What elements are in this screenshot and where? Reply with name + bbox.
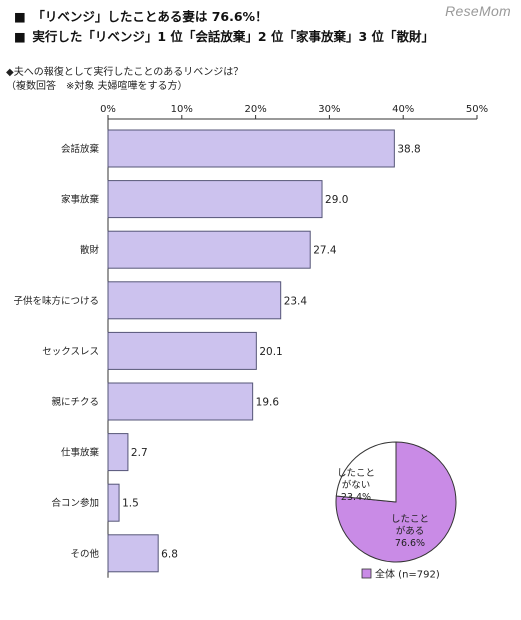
bar [107,331,257,370]
question-text: ◆夫への報復として実行したことのあるリベンジは？ [6,67,244,78]
x-tick-label: 20% [244,104,266,115]
bar [107,230,311,269]
category-label: 親にチクる [51,396,99,408]
value-label: 23.4 [284,295,308,307]
value-label: 6.8 [161,548,178,560]
bar [107,483,120,522]
category-label: セックスレス [42,346,99,357]
headline-1: ■ 「リベンジ」したことある妻は 76.6%！ [14,6,268,25]
resemom-logo: ReseMom [445,3,511,19]
value-label: 27.4 [313,245,337,257]
value-label: 20.1 [259,346,282,358]
category-label: その他 [70,548,99,560]
category-label: 家事放棄 [61,194,100,206]
headline-2-text: 実行した「リベンジ」1 位「会話放棄」2 位「家事放棄」3 位「散財」 [32,29,435,44]
pie-slice-label: 76.6% [395,538,425,549]
pie-slice [335,441,457,563]
category-label: 仕事放棄 [61,447,100,459]
bar [107,180,323,219]
value-label: 29.0 [325,194,348,206]
value-label: 38.8 [397,144,420,156]
value-label: 19.6 [256,397,280,409]
legend-swatch [361,568,372,579]
bar [107,382,254,421]
pie-slice-label: したこと [337,468,375,479]
headline-1-text: 「リベンジ」したことある妻は 76.6%！ [32,9,268,24]
legend-label: 全体 (n=792) [375,568,440,581]
bullet-square: ■ [14,9,26,24]
pie-slice-label: 23.4% [341,492,371,503]
bar [107,433,129,472]
pie-slice-label: がある [396,525,425,537]
category-label: 合コン参加 [51,497,99,509]
x-tick-label: 0% [100,104,116,115]
bar-series: 会話放棄 38.8 家事放棄 29.0 散財 27.4 子供を味方につける 23.4 セックスレ… [13,129,421,573]
x-tick-label: 40% [392,104,414,115]
x-tick-label: 50% [466,104,488,115]
bar [107,129,395,168]
category-label: 会話放棄 [61,143,100,155]
bar [107,534,159,573]
pie-slice [335,441,397,503]
value-label: 1.5 [122,498,139,510]
bullet-square: ■ [14,29,26,44]
value-label: 2.7 [131,447,148,459]
bar [107,281,282,320]
pie-slice-label: したこと [391,514,429,525]
x-tick-label: 10% [171,104,193,115]
category-label: 散財 [80,244,100,256]
question-note: （複数回答 ※対象 夫婦喧嘩をする方） [6,81,188,92]
headline-2: ■ 実行した「リベンジ」1 位「会話放棄」2 位「家事放棄」3 位「散財」 [14,26,434,45]
pie-slice-label: がない [342,479,371,491]
category-label: 子供を味方につける [13,295,99,307]
x-tick-label: 30% [318,104,340,115]
